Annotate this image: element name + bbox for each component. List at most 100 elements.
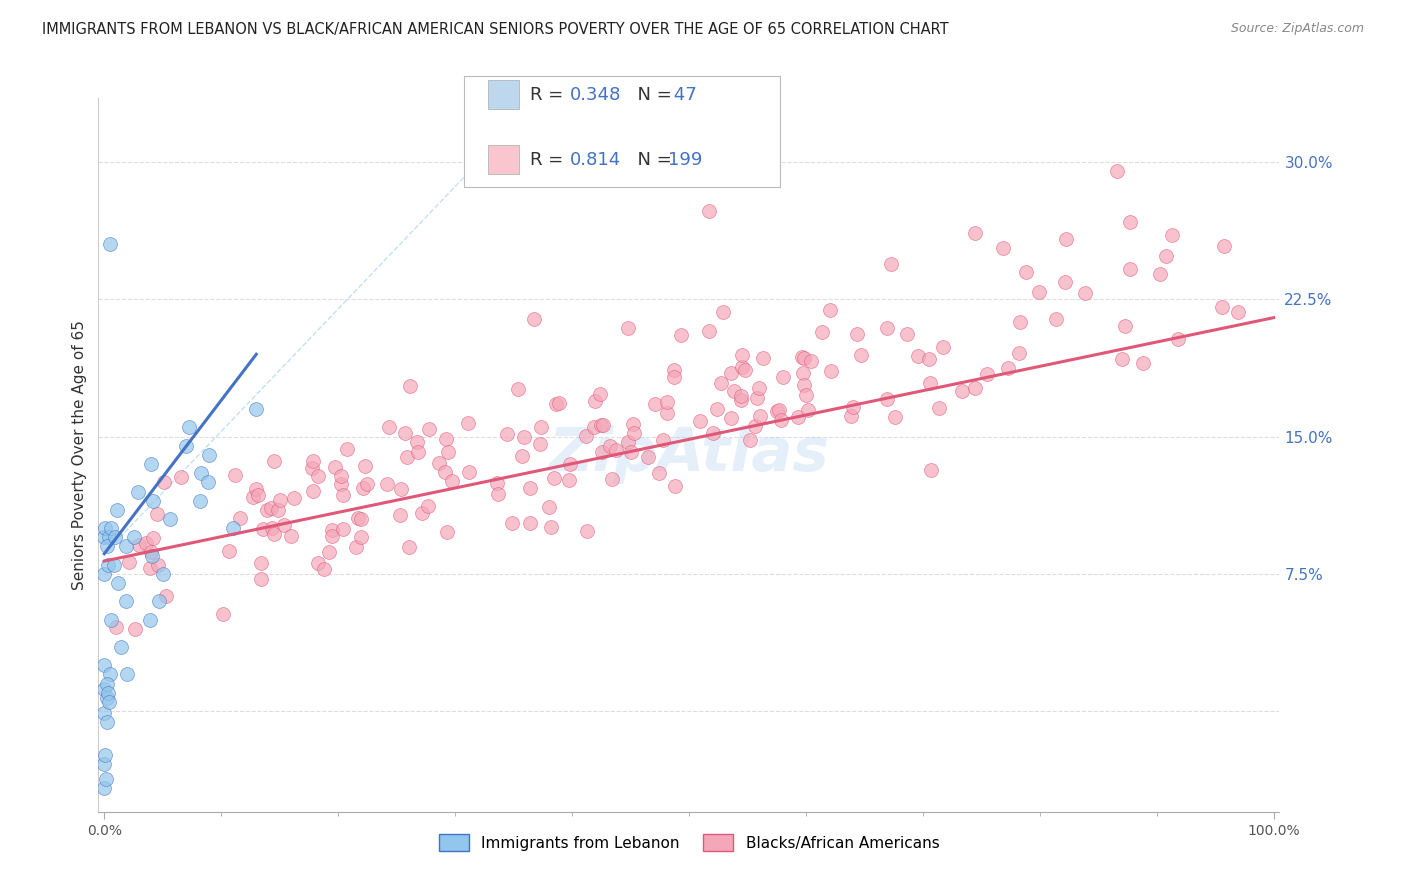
Blacks/African Americans (280, 528, 302, 542)
Blacks/African Americans (623, 426, 645, 441)
Blacks/African Americans (256, 502, 278, 516)
Blacks/African Americans (457, 416, 479, 430)
Immigrants from Lebanon (97, 558, 120, 572)
Blacks/African Americans (416, 499, 439, 513)
Blacks/African Americans (246, 488, 269, 502)
Blacks/African Americans (648, 466, 671, 480)
Blacks/African Americans (845, 327, 868, 342)
Blacks/African Americans (377, 419, 399, 434)
Immigrants from Lebanon (96, 714, 118, 729)
Blacks/African Americans (851, 348, 873, 362)
Text: Source: ZipAtlas.com: Source: ZipAtlas.com (1230, 22, 1364, 36)
Blacks/African Americans (332, 488, 354, 502)
Blacks/African Americans (434, 432, 457, 446)
Blacks/African Americans (652, 434, 675, 448)
Blacks/African Americans (211, 607, 233, 621)
Blacks/African Americans (557, 473, 579, 487)
Blacks/African Americans (321, 529, 343, 543)
Blacks/African Americans (1114, 319, 1136, 334)
Blacks/African Americans (794, 387, 817, 401)
Legend: Immigrants from Lebanon, Blacks/African Americans: Immigrants from Lebanon, Blacks/African … (433, 828, 945, 857)
Blacks/African Americans (332, 522, 354, 536)
Blacks/African Americans (655, 395, 678, 409)
Blacks/African Americans (575, 524, 598, 538)
Blacks/African Americans (1008, 315, 1031, 329)
Blacks/African Americans (128, 538, 150, 552)
Blacks/African Americans (720, 366, 742, 380)
Blacks/African Americans (486, 476, 509, 491)
Blacks/African Americans (621, 417, 644, 431)
Immigrants from Lebanon (97, 686, 120, 700)
Blacks/African Americans (600, 472, 623, 486)
Blacks/African Americans (260, 521, 283, 535)
Blacks/African Americans (689, 414, 711, 428)
Blacks/African Americans (1119, 215, 1142, 229)
Blacks/African Americans (605, 442, 627, 457)
Blacks/African Americans (540, 519, 562, 533)
Blacks/African Americans (1226, 305, 1249, 319)
Blacks/African Americans (146, 558, 169, 572)
Blacks/African Americans (583, 419, 606, 434)
Blacks/African Americans (669, 328, 692, 343)
Immigrants from Lebanon (177, 420, 200, 434)
Blacks/African Americans (907, 350, 929, 364)
Text: N =: N = (626, 151, 678, 169)
Blacks/African Americans (314, 562, 336, 576)
Blacks/African Americans (710, 376, 733, 390)
Blacks/African Americans (408, 444, 430, 458)
Blacks/African Americans (273, 518, 295, 533)
Immigrants from Lebanon (93, 780, 115, 795)
Blacks/African Americans (558, 457, 581, 471)
Blacks/African Americans (437, 445, 460, 459)
Blacks/African Americans (218, 543, 240, 558)
Blacks/African Americans (752, 351, 775, 366)
Blacks/African Americans (138, 561, 160, 575)
Blacks/African Americans (730, 360, 752, 375)
Immigrants from Lebanon (148, 594, 170, 608)
Blacks/African Americans (139, 545, 162, 559)
Immigrants from Lebanon (138, 613, 160, 627)
Immigrants from Lebanon (93, 566, 115, 581)
Blacks/African Americans (918, 376, 941, 390)
Immigrants from Lebanon (245, 402, 267, 417)
Blacks/African Americans (1149, 267, 1171, 281)
Blacks/African Americans (519, 481, 541, 495)
Blacks/African Americans (884, 410, 907, 425)
Blacks/African Americans (323, 460, 346, 475)
Blacks/African Americans (301, 453, 323, 467)
Blacks/African Americans (1015, 265, 1038, 279)
Immigrants from Lebanon (93, 521, 115, 535)
Text: 0.814: 0.814 (569, 151, 620, 169)
Blacks/African Americans (730, 389, 752, 403)
Blacks/African Americans (399, 378, 422, 392)
Text: R =: R = (530, 151, 569, 169)
Immigrants from Lebanon (139, 457, 162, 471)
Blacks/African Americans (770, 413, 793, 427)
Blacks/African Americans (301, 461, 323, 475)
Immigrants from Lebanon (97, 530, 120, 544)
Text: 0.348: 0.348 (569, 86, 621, 103)
Blacks/African Americans (876, 392, 898, 406)
Blacks/African Americans (229, 511, 252, 525)
Blacks/African Americans (599, 439, 621, 453)
Immigrants from Lebanon (103, 558, 125, 572)
Blacks/African Americans (389, 483, 412, 497)
Blacks/African Americans (418, 421, 440, 435)
Immigrants from Lebanon (100, 521, 122, 535)
Blacks/African Americans (1054, 231, 1077, 245)
Blacks/African Americans (321, 523, 343, 537)
Blacks/African Americans (644, 397, 666, 411)
Blacks/African Americans (395, 450, 418, 464)
Immigrants from Lebanon (107, 576, 129, 591)
Blacks/African Americans (496, 427, 519, 442)
Blacks/African Americans (799, 354, 821, 368)
Blacks/African Americans (142, 531, 165, 545)
Blacks/African Americans (510, 449, 533, 463)
Immigrants from Lebanon (115, 667, 138, 681)
Blacks/African Americans (263, 454, 285, 468)
Blacks/African Americans (723, 384, 745, 398)
Text: R =: R = (530, 86, 569, 103)
Immigrants from Lebanon (174, 439, 197, 453)
Blacks/African Americans (486, 487, 509, 501)
Immigrants from Lebanon (115, 594, 138, 608)
